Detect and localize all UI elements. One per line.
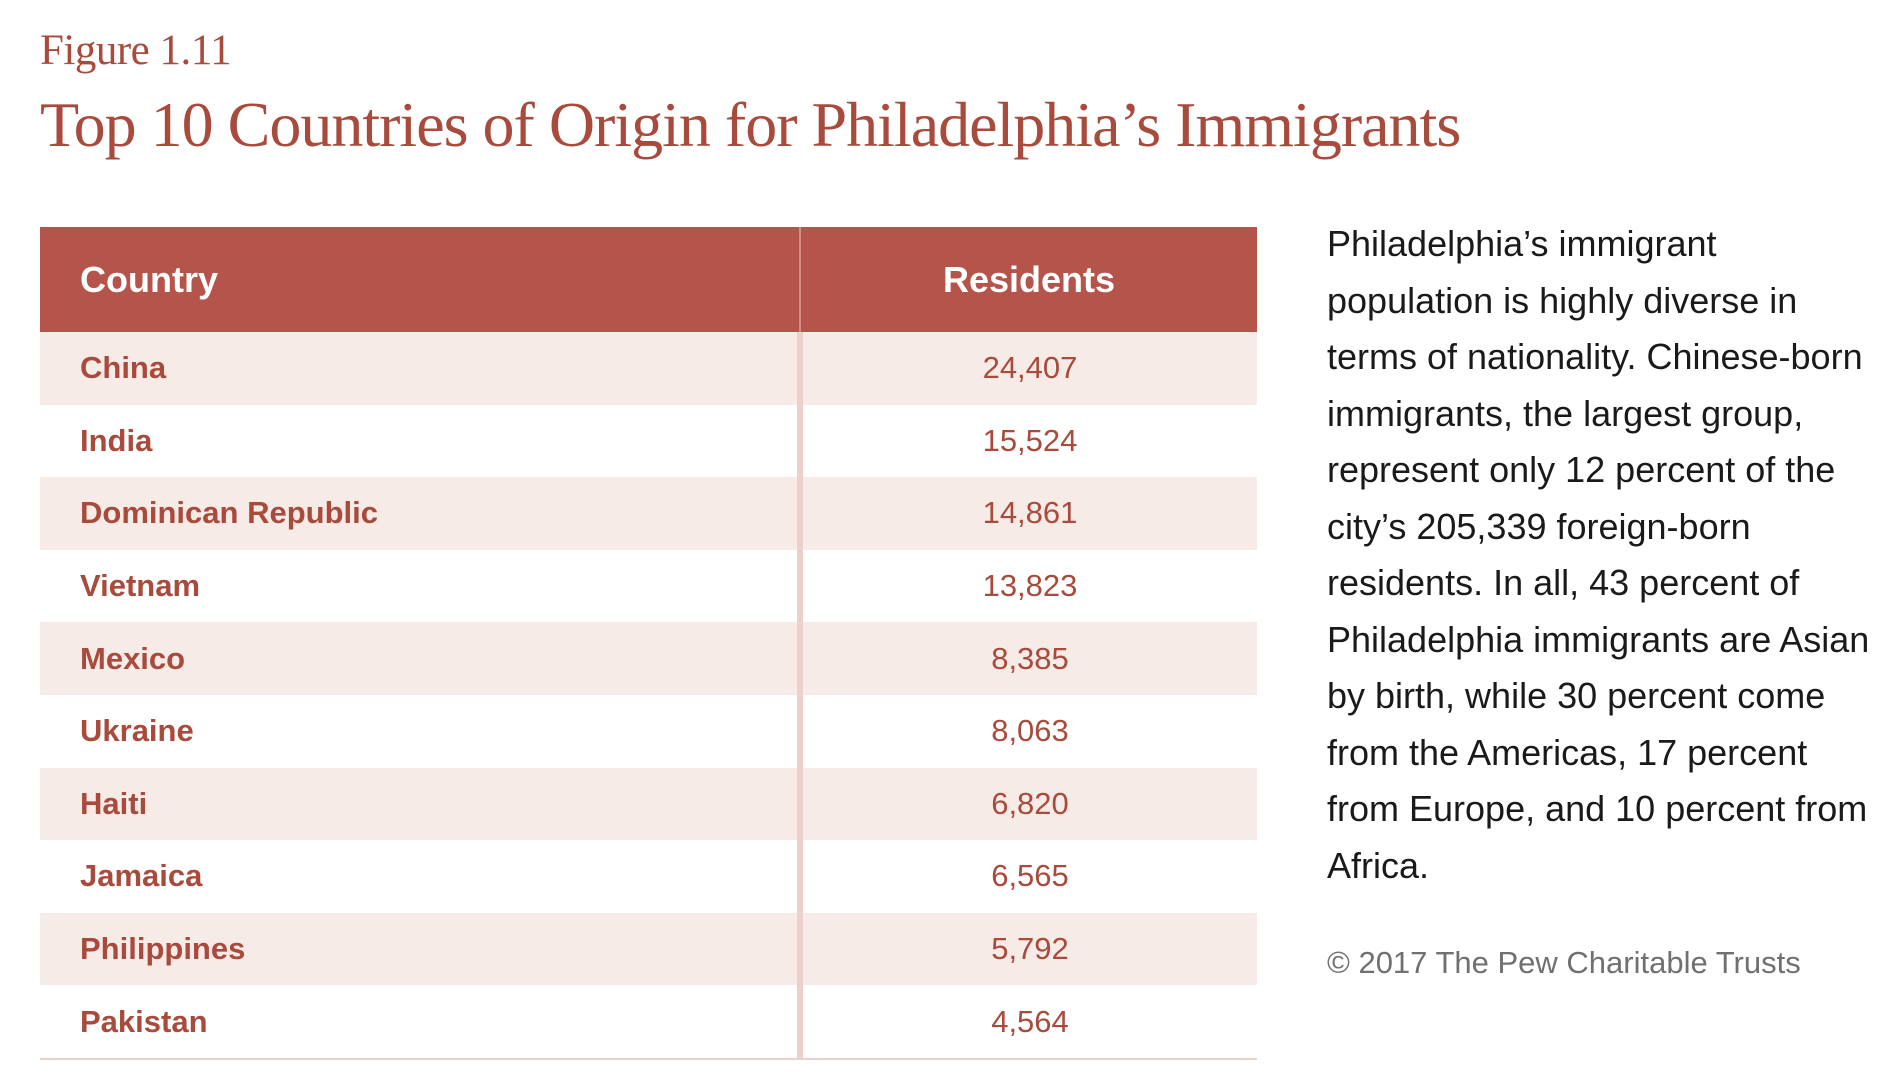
table-row: Jamaica 6,565: [40, 840, 1257, 913]
residents-cell: 8,385: [800, 622, 1257, 695]
residents-cell: 13,823: [800, 549, 1257, 623]
data-table-container: Country Residents China 24,407 India 15,524…: [40, 227, 1257, 1060]
table-header-row: Country Residents: [40, 227, 1257, 332]
description-text: Philadelphia’s immigrant population is h…: [1327, 223, 1870, 886]
table-row: Mexico 8,385: [40, 622, 1257, 695]
figure-label: Figure 1.11: [40, 27, 232, 74]
country-cell: Dominican Republic: [40, 477, 803, 550]
table-body: China 24,407 India 15,524 Dominican Republic…: [40, 332, 1257, 1060]
country-cell: Pakistan: [40, 985, 803, 1060]
data-table: Country Residents China 24,407 India 15,524…: [40, 227, 1257, 1060]
country-cell: Vietnam: [40, 549, 803, 623]
residents-cell: 8,063: [800, 694, 1257, 768]
residents-cell: 24,407: [800, 332, 1257, 405]
country-cell: India: [40, 404, 803, 478]
table-row: Vietnam 13,823: [40, 549, 1257, 623]
country-cell: China: [40, 332, 803, 405]
country-cell: Ukraine: [40, 694, 803, 768]
column-header-country: Country: [40, 227, 801, 332]
table-row: Philippines 5,792: [40, 912, 1257, 986]
table-row: Dominican Republic 14,861: [40, 477, 1257, 550]
country-cell: Mexico: [40, 622, 803, 695]
country-cell: Philippines: [40, 912, 803, 986]
figure-title: Top 10 Countries of Origin for Philadelp…: [40, 89, 1461, 160]
country-cell: Haiti: [40, 767, 803, 841]
column-header-residents: Residents: [800, 227, 1257, 332]
table-row: Haiti 6,820: [40, 767, 1257, 841]
residents-cell: 6,820: [800, 767, 1257, 841]
residents-cell: 15,524: [800, 404, 1257, 478]
table-row: China 24,407: [40, 332, 1257, 405]
residents-cell: 6,565: [800, 840, 1257, 913]
country-cell: Jamaica: [40, 840, 803, 913]
residents-cell: 4,564: [800, 985, 1257, 1060]
copyright-text: © 2017 The Pew Charitable Trusts: [1327, 945, 1801, 980]
table-row: Ukraine 8,063: [40, 694, 1257, 768]
residents-cell: 14,861: [800, 477, 1257, 550]
table-row: India 15,524: [40, 404, 1257, 478]
residents-cell: 5,792: [800, 912, 1257, 986]
table-row: Pakistan 4,564: [40, 985, 1257, 1060]
